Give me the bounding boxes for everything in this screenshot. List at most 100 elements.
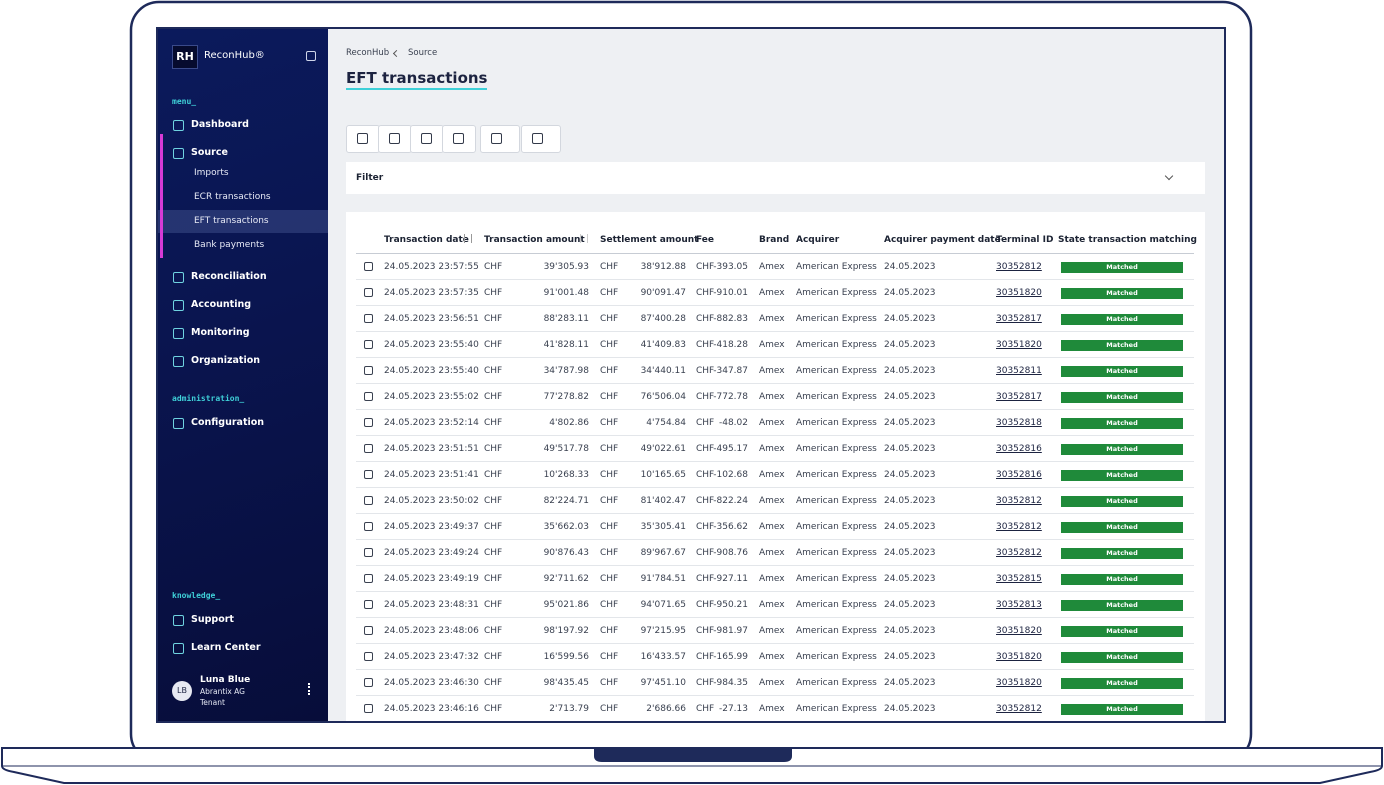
header-rule	[356, 253, 1194, 254]
cell: 24.05.2023	[884, 652, 936, 662]
cell-amount: 41'828.11	[543, 340, 589, 350]
sub-item[interactable]: EFT transactions	[194, 216, 269, 226]
terminal-link[interactable]: 30352813	[996, 600, 1042, 610]
table-row[interactable]	[356, 462, 1194, 488]
column-header[interactable]: State transaction matching	[1058, 235, 1197, 245]
table-row[interactable]	[356, 644, 1194, 670]
icon	[389, 133, 400, 144]
table-row[interactable]	[356, 436, 1194, 462]
terminal-link[interactable]: 30352812	[996, 262, 1042, 272]
table-row[interactable]	[356, 488, 1194, 514]
column-header[interactable]: Brand	[759, 235, 790, 245]
filter-panel[interactable]: Filter	[346, 162, 1205, 194]
column-header[interactable]: Transaction date	[384, 235, 469, 245]
table-row[interactable]	[356, 280, 1194, 306]
table-row[interactable]	[356, 592, 1194, 618]
icon	[364, 444, 373, 453]
cell-amount: 98'197.92	[543, 626, 589, 636]
terminal-link[interactable]: 30352817	[996, 314, 1042, 324]
nav-item[interactable]: Source	[191, 147, 228, 158]
cell: CHF	[600, 678, 619, 688]
column-header[interactable]: Settlement amount	[600, 235, 699, 245]
cell-amount: 38'912.88	[640, 262, 686, 272]
toolbar-button[interactable]	[410, 125, 444, 153]
terminal-link[interactable]: 30352816	[996, 470, 1042, 480]
user-company: Abrantix AG	[200, 687, 245, 696]
brand-name: ReconHub®	[204, 50, 265, 61]
table-row[interactable]	[356, 306, 1194, 332]
toolbar-button[interactable]	[346, 125, 380, 153]
nav-item[interactable]: Configuration	[191, 417, 265, 428]
table-row[interactable]	[356, 254, 1194, 280]
icon	[364, 366, 373, 375]
cell: CHF	[484, 678, 503, 688]
terminal-link[interactable]: 30351820	[996, 288, 1042, 298]
collapse-icon[interactable]	[1164, 171, 1174, 181]
cell-amount: 16'433.57	[640, 652, 686, 662]
nav-item[interactable]: Dashboard	[191, 119, 249, 130]
table-row[interactable]	[356, 410, 1194, 436]
table-row[interactable]	[356, 384, 1194, 410]
column-header[interactable]: Acquirer payment date	[884, 235, 1001, 245]
cell: 24.05.2023	[884, 548, 936, 558]
toolbar-button[interactable]	[378, 125, 412, 153]
terminal-link[interactable]: 30352812	[996, 522, 1042, 532]
toolbar-button[interactable]	[442, 125, 476, 153]
terminal-link[interactable]: 30352812	[996, 548, 1042, 558]
cell: CHF	[696, 652, 715, 662]
terminal-link[interactable]: 30352818	[996, 418, 1042, 428]
cell: 24.05.2023 23:57:55	[384, 262, 479, 272]
cell-amount: 94'071.65	[640, 600, 686, 610]
terminal-link[interactable]: 30352817	[996, 392, 1042, 402]
cell: CHF	[696, 366, 715, 376]
column-header[interactable]: Acquirer	[796, 235, 840, 245]
toolbar-button[interactable]	[480, 125, 520, 153]
nav-item[interactable]: Accounting	[191, 299, 252, 310]
table-row[interactable]	[356, 566, 1194, 592]
sort-icon[interactable]	[580, 234, 588, 243]
breadcrumb-item[interactable]: Source	[408, 48, 438, 58]
sub-item[interactable]: Bank payments	[194, 240, 265, 250]
column-header[interactable]: Fee	[696, 235, 714, 245]
nav-item[interactable]: Support	[191, 614, 234, 625]
nav-item[interactable]: Learn Center	[191, 642, 261, 653]
column-header[interactable]: Transaction amount	[484, 235, 585, 245]
cell-amount: 34'787.98	[543, 366, 589, 376]
cell: CHF	[696, 314, 715, 324]
terminal-link[interactable]: 30352816	[996, 444, 1042, 454]
breadcrumb-item[interactable]: ReconHub	[346, 48, 390, 58]
terminal-link[interactable]: 30352812	[996, 704, 1042, 714]
nav-item[interactable]: Organization	[191, 355, 261, 366]
table-row[interactable]	[356, 358, 1194, 384]
cell: 24.05.2023 23:57:35	[384, 288, 479, 298]
cell: CHF	[696, 704, 715, 714]
terminal-link[interactable]: 30352812	[996, 496, 1042, 506]
terminal-link[interactable]: 30352811	[996, 366, 1042, 376]
cell: 24.05.2023 23:48:31	[384, 600, 479, 610]
table-row[interactable]	[356, 540, 1194, 566]
cell-amount: 34'440.11	[640, 366, 686, 376]
cell-amount: -347.87	[713, 366, 748, 376]
table-row[interactable]	[356, 618, 1194, 644]
table-row[interactable]	[356, 670, 1194, 696]
sort-icon[interactable]	[464, 234, 472, 243]
terminal-link[interactable]: 30351820	[996, 678, 1042, 688]
column-header[interactable]: Terminal ID	[996, 235, 1054, 245]
icon[interactable]	[306, 51, 316, 61]
cell-amount: -950.21	[713, 600, 748, 610]
sub-item[interactable]: ECR transactions	[194, 192, 271, 202]
terminal-link[interactable]: 30351820	[996, 340, 1042, 350]
icon	[364, 262, 373, 271]
terminal-link[interactable]: 30352815	[996, 574, 1042, 584]
sub-item[interactable]: Imports	[194, 168, 229, 178]
toolbar-button[interactable]	[521, 125, 561, 153]
status-badge: Matched	[1061, 522, 1183, 533]
user-menu[interactable]	[308, 683, 313, 695]
terminal-link[interactable]: 30351820	[996, 652, 1042, 662]
nav-item[interactable]: Monitoring	[191, 327, 250, 338]
table-row[interactable]	[356, 332, 1194, 358]
cell: American Express	[796, 418, 877, 428]
nav-item[interactable]: Reconciliation	[191, 271, 267, 282]
terminal-link[interactable]: 30351820	[996, 626, 1042, 636]
table-row[interactable]	[356, 514, 1194, 540]
